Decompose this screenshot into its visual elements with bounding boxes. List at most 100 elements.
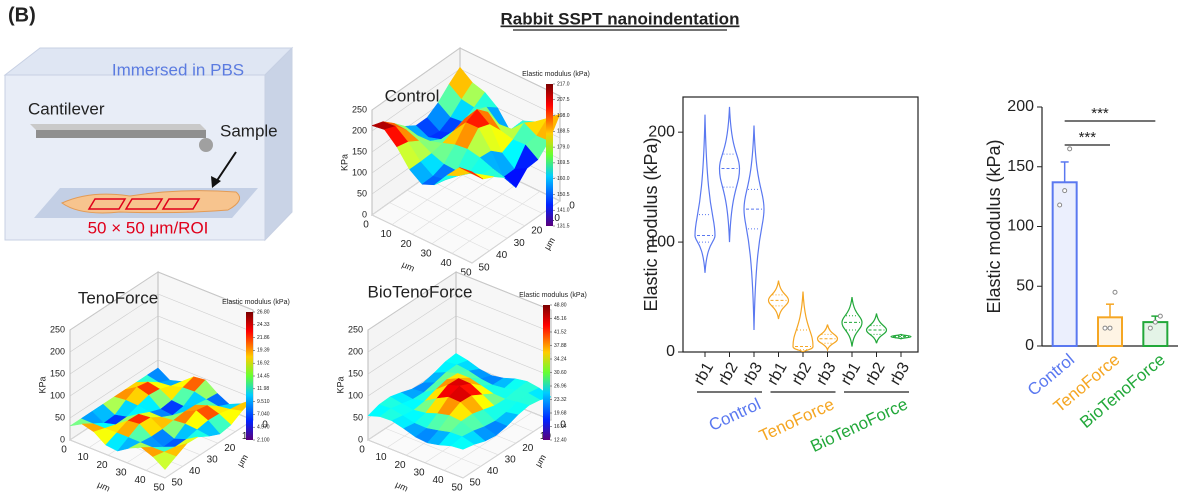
plot-frame xyxy=(682,96,919,353)
grid-line xyxy=(371,214,473,264)
colorbar-tick-label: 23.32 xyxy=(554,397,567,403)
x-axis-label: μm xyxy=(96,479,112,493)
grid-line xyxy=(385,428,481,467)
y-axis-label: μm xyxy=(533,453,548,469)
z-axis-label: KPa xyxy=(335,376,345,393)
x-tick-label: 20 xyxy=(96,460,108,471)
z-tick-label: 250 xyxy=(352,104,367,114)
x-tick-label: 20 xyxy=(394,460,406,471)
z-tick-label: 100 xyxy=(352,167,367,177)
surface-title: Control xyxy=(385,86,440,105)
grid-line xyxy=(367,337,457,397)
grid-line xyxy=(455,315,552,355)
x-tick-label: 40 xyxy=(134,475,146,486)
surface-title: BioTenoForce xyxy=(368,282,473,301)
grid-line xyxy=(455,293,552,333)
violin-body xyxy=(890,333,912,340)
surface-patch xyxy=(450,436,475,450)
y-axis-label: Elastic modulus (kPa) xyxy=(984,139,1004,313)
probe-label: Cantilever xyxy=(28,99,105,118)
bar xyxy=(1142,321,1169,348)
z-tick-label: 250 xyxy=(50,324,65,334)
z-tick-label: 200 xyxy=(352,125,367,135)
x-tick-label: 50 xyxy=(451,483,463,494)
violin-body xyxy=(816,324,839,352)
group-label: Control xyxy=(706,394,764,434)
violin-body xyxy=(865,313,888,344)
colorbar-tick-label: 16.92 xyxy=(257,361,270,367)
violin-body xyxy=(718,106,741,243)
data-point xyxy=(1067,146,1073,152)
z-tick-label: 100 xyxy=(50,390,65,400)
grid-line xyxy=(371,47,461,111)
surface-panel: 050100150200250KPa01020304050μm010203040… xyxy=(339,47,590,279)
x-tick-label: rb2 xyxy=(862,360,888,389)
violin-body xyxy=(767,280,790,320)
box-side xyxy=(264,46,293,242)
x-axis-label: μm xyxy=(394,479,410,493)
y-tick-label: 0 xyxy=(262,420,268,431)
y-axis-label: μm xyxy=(235,453,250,469)
grid-line xyxy=(367,271,457,331)
y-tick-label: 50 xyxy=(478,263,490,274)
grid-line xyxy=(69,315,159,375)
x-tick-label: 20 xyxy=(400,239,412,250)
data-point xyxy=(1147,325,1153,331)
grid-line xyxy=(157,315,254,355)
grid-line xyxy=(69,337,159,397)
x-tick-label: 50 xyxy=(460,268,472,279)
surface-panel: 050100150200250KPa01020304050μm010203040… xyxy=(37,271,290,494)
y-tick-label: 20 xyxy=(224,443,236,454)
colorbar-tick-label: 179.0 xyxy=(557,144,570,150)
data-point xyxy=(1107,325,1113,331)
y-tick-label: 40 xyxy=(487,466,499,477)
grid-line xyxy=(157,271,254,311)
z-tick-label: 100 xyxy=(348,390,363,400)
y-tick-label: 20 xyxy=(531,225,543,236)
colorbar-tick-label: 30.60 xyxy=(554,370,567,376)
z-tick-label: 50 xyxy=(353,412,363,422)
arrow xyxy=(215,151,237,183)
z-tick-label: 0 xyxy=(358,434,363,444)
x-tick-label: 50 xyxy=(153,483,165,494)
bar xyxy=(1097,316,1123,348)
schematic: Immersed in PBS Cantilever Sample 50 × 5… xyxy=(3,46,294,242)
grid-line xyxy=(451,191,541,254)
y-tick-label: 0 xyxy=(1025,337,1034,354)
violin-body xyxy=(792,291,814,353)
x-tick-label: rb2 xyxy=(715,360,741,389)
sample xyxy=(61,190,241,214)
colorbar-tick-label: 150.5 xyxy=(557,192,570,198)
y-tick-label: 30 xyxy=(514,238,526,249)
data-point xyxy=(1152,319,1158,325)
x-tick-label: 30 xyxy=(115,467,127,478)
data-point xyxy=(1062,188,1068,194)
colorbar-tick-label: 7.040 xyxy=(257,412,270,418)
x-tick-label: 0 xyxy=(359,445,365,456)
grid-line xyxy=(164,419,254,479)
z-axis-label: KPa xyxy=(37,376,47,393)
grid-line xyxy=(157,337,254,377)
x-tick-label: rb1 xyxy=(691,360,717,389)
colorbar-tick-label: 198.0 xyxy=(557,113,570,119)
colorbar-title: Elastic modulus (kPa) xyxy=(522,71,590,78)
colorbar-tick-label: 24.33 xyxy=(257,322,270,328)
violin-body xyxy=(743,125,765,331)
surface-panel: 050100150200250KPa01020304050μm010203040… xyxy=(335,271,587,494)
x-tick-label: rb1 xyxy=(764,360,790,389)
medium-label: Immersed in PBS xyxy=(112,60,244,79)
x-tick-label: rb3 xyxy=(813,360,839,389)
x-tick-label: 30 xyxy=(420,248,432,259)
colorbar-tick-label: 14.45 xyxy=(257,373,270,379)
y-axis-label: μm xyxy=(542,236,557,252)
colorbar-tick-label: 160.0 xyxy=(557,176,570,182)
grid-line xyxy=(69,359,159,419)
y-tick-label: 200 xyxy=(1007,98,1034,115)
z-tick-label: 200 xyxy=(348,346,363,356)
grid-line xyxy=(389,202,490,251)
surface-patch xyxy=(459,167,484,180)
y-tick-label: 20 xyxy=(522,443,534,454)
grid-line xyxy=(459,47,561,97)
x-axis-label: μm xyxy=(400,259,416,273)
